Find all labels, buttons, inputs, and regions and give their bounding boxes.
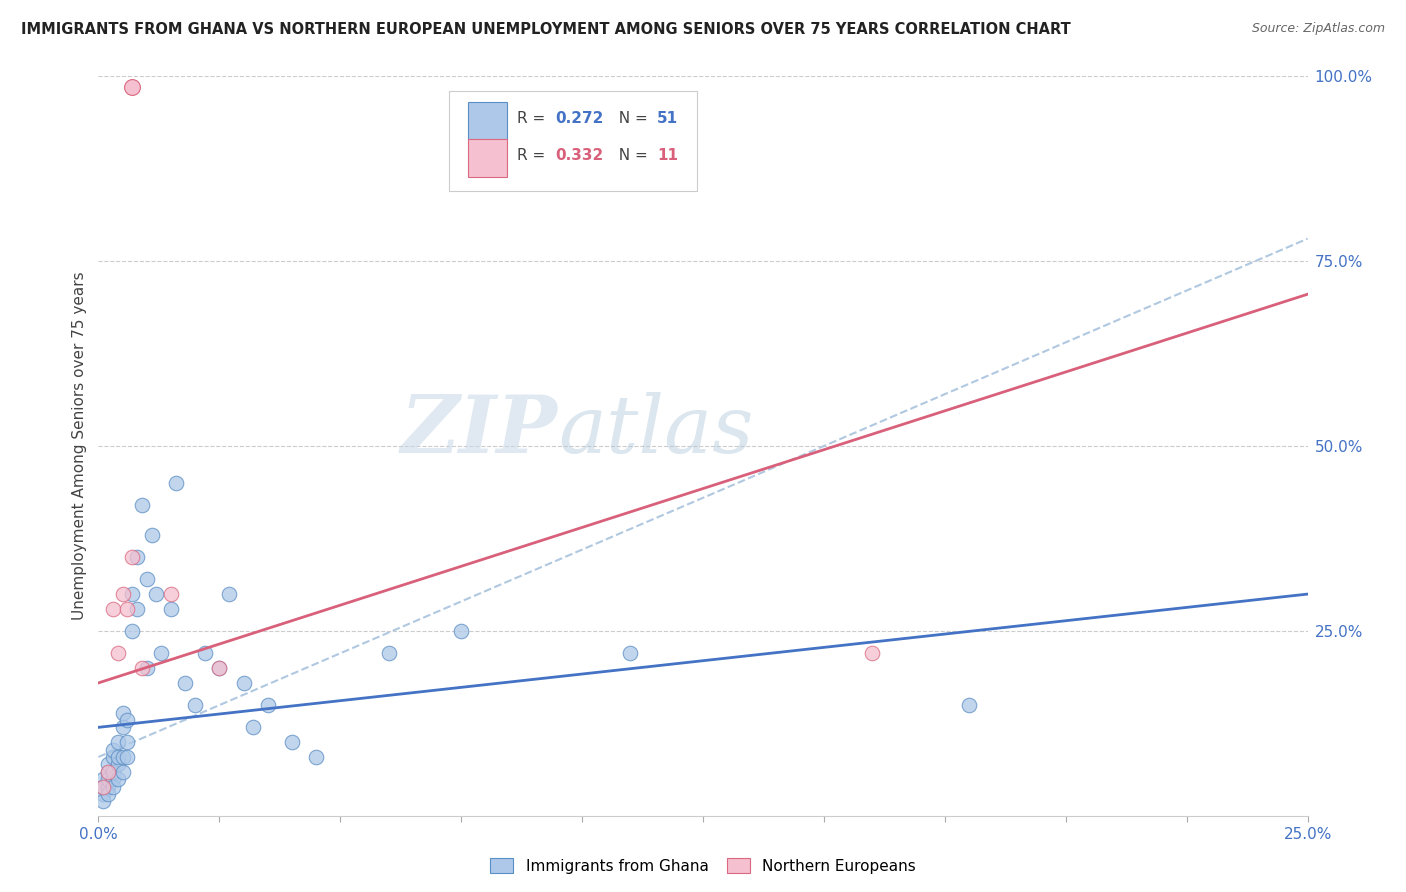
FancyBboxPatch shape — [468, 102, 508, 140]
Point — [194, 646, 217, 660]
Text: ZIP: ZIP — [401, 392, 558, 470]
Point — [117, 602, 139, 616]
Point — [208, 661, 231, 675]
Text: R =: R = — [517, 148, 550, 163]
Point — [101, 772, 124, 787]
Point — [97, 787, 120, 801]
Point — [160, 587, 183, 601]
Point — [111, 587, 134, 601]
Y-axis label: Unemployment Among Seniors over 75 years: Unemployment Among Seniors over 75 years — [72, 272, 87, 620]
Point — [97, 764, 120, 779]
Point — [141, 528, 163, 542]
Point — [111, 720, 134, 734]
Point — [101, 750, 124, 764]
Point — [111, 750, 134, 764]
Point — [117, 750, 139, 764]
Point — [91, 794, 114, 808]
Text: N =: N = — [609, 112, 652, 127]
Point — [218, 587, 240, 601]
Point — [91, 787, 114, 801]
Point — [97, 757, 120, 772]
Point — [242, 720, 264, 734]
Point — [97, 772, 120, 787]
Text: R =: R = — [517, 112, 550, 127]
Point — [101, 742, 124, 756]
Point — [174, 676, 197, 690]
Point — [111, 764, 134, 779]
Point — [165, 475, 187, 490]
Point — [91, 780, 114, 794]
Point — [619, 646, 641, 660]
Point — [127, 602, 149, 616]
Point — [97, 780, 120, 794]
Point — [184, 698, 207, 712]
Point — [117, 735, 139, 749]
Point — [131, 661, 153, 675]
Point — [117, 713, 139, 727]
Point — [281, 735, 304, 749]
Point — [145, 587, 167, 601]
Point — [97, 764, 120, 779]
Text: Source: ZipAtlas.com: Source: ZipAtlas.com — [1251, 22, 1385, 36]
Point — [107, 646, 129, 660]
Point — [135, 572, 157, 586]
Text: 51: 51 — [657, 112, 678, 127]
Point — [131, 498, 153, 512]
Point — [107, 750, 129, 764]
Legend: Immigrants from Ghana, Northern Europeans: Immigrants from Ghana, Northern European… — [484, 852, 922, 880]
Point — [222, 79, 245, 94]
Point — [450, 624, 472, 639]
FancyBboxPatch shape — [468, 139, 508, 178]
Point — [305, 750, 328, 764]
Point — [232, 676, 254, 690]
Text: N =: N = — [609, 148, 652, 163]
Point — [121, 587, 143, 601]
Text: IMMIGRANTS FROM GHANA VS NORTHERN EUROPEAN UNEMPLOYMENT AMONG SENIORS OVER 75 YE: IMMIGRANTS FROM GHANA VS NORTHERN EUROPE… — [21, 22, 1071, 37]
Point — [208, 661, 231, 675]
Text: atlas: atlas — [558, 392, 754, 470]
Text: 11: 11 — [657, 148, 678, 163]
Point — [91, 772, 114, 787]
Point — [121, 624, 143, 639]
Text: 0.332: 0.332 — [555, 148, 603, 163]
Text: 0.272: 0.272 — [555, 112, 603, 127]
Point — [101, 780, 124, 794]
Point — [860, 646, 883, 660]
Point — [107, 735, 129, 749]
Point — [121, 549, 143, 565]
Point — [111, 706, 134, 720]
Point — [150, 646, 173, 660]
Point — [107, 772, 129, 787]
Point — [957, 698, 980, 712]
Point — [101, 602, 124, 616]
Point — [160, 602, 183, 616]
Point — [107, 757, 129, 772]
Point — [135, 661, 157, 675]
Point — [256, 698, 278, 712]
Point — [127, 549, 149, 565]
Point — [91, 780, 114, 794]
Point — [377, 646, 399, 660]
Point — [101, 764, 124, 779]
FancyBboxPatch shape — [449, 91, 697, 191]
